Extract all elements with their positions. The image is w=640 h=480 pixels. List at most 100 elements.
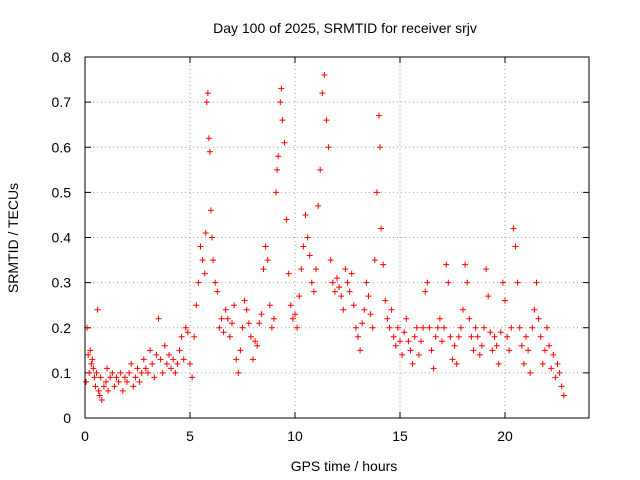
data-point — [325, 144, 332, 151]
data-point — [105, 387, 112, 394]
data-point — [485, 293, 492, 300]
data-point — [220, 329, 227, 336]
data-point — [327, 257, 334, 264]
data-point — [237, 347, 244, 354]
data-point — [172, 369, 179, 376]
data-point — [472, 324, 479, 331]
data-point — [155, 315, 162, 322]
data-point — [126, 369, 133, 376]
data-point — [212, 279, 219, 286]
y-tick-label: 0.5 — [52, 184, 72, 200]
data-point — [264, 257, 271, 264]
data-point — [443, 261, 450, 268]
data-point — [355, 333, 361, 340]
data-point — [180, 356, 187, 363]
data-point — [138, 369, 145, 376]
data-point — [308, 279, 315, 286]
data-point — [310, 288, 317, 295]
data-point — [384, 315, 391, 322]
data-point — [245, 320, 252, 327]
data-point — [273, 189, 280, 196]
data-point — [95, 387, 102, 394]
data-point — [281, 139, 288, 146]
data-point — [283, 216, 290, 223]
data-point — [292, 311, 298, 318]
data-point — [357, 347, 364, 354]
data-point — [100, 383, 107, 390]
data-point — [109, 369, 116, 376]
data-point — [151, 374, 158, 381]
data-point — [243, 306, 250, 313]
data-point — [222, 306, 229, 313]
data-point — [493, 342, 500, 349]
data-point — [113, 374, 120, 381]
data-point — [468, 333, 475, 340]
data-point — [413, 324, 420, 331]
data-point — [523, 333, 529, 340]
data-point — [250, 356, 256, 363]
data-point — [134, 365, 141, 372]
data-point — [104, 365, 111, 372]
data-point — [550, 351, 557, 358]
data-point — [300, 243, 307, 250]
data-point — [363, 279, 370, 286]
data-point — [304, 234, 311, 241]
data-point — [481, 324, 487, 331]
data-point — [313, 266, 319, 273]
data-point — [499, 279, 506, 286]
data-point — [208, 207, 214, 214]
data-point — [344, 279, 351, 286]
data-point — [201, 270, 208, 277]
data-point — [216, 324, 223, 331]
data-point — [392, 342, 399, 349]
data-point — [124, 378, 130, 385]
data-point — [98, 396, 105, 403]
data-point — [224, 315, 231, 322]
data-point — [436, 315, 443, 322]
data-point — [107, 374, 114, 381]
data-point — [560, 392, 567, 399]
data-point — [289, 315, 296, 322]
data-point — [86, 369, 93, 376]
data-point — [420, 324, 427, 331]
data-point — [287, 302, 294, 309]
data-point — [285, 270, 292, 277]
data-point — [140, 356, 147, 363]
data-point — [85, 351, 92, 358]
data-point — [527, 369, 534, 376]
data-point — [508, 324, 515, 331]
data-point — [279, 117, 286, 124]
data-point — [149, 360, 156, 367]
y-tick-label: 0.4 — [52, 230, 72, 246]
data-point — [531, 306, 538, 313]
data-point — [294, 324, 301, 331]
data-point — [525, 347, 532, 354]
plot-frame — [84, 56, 590, 419]
data-point — [117, 369, 124, 376]
data-point — [233, 356, 240, 363]
data-point — [399, 351, 406, 358]
data-point — [514, 279, 521, 286]
data-point — [535, 315, 542, 322]
data-point — [533, 279, 540, 286]
data-point — [495, 360, 502, 367]
data-point — [388, 306, 395, 313]
data-point — [428, 347, 435, 354]
data-point — [302, 211, 309, 218]
data-point — [195, 279, 202, 286]
data-point — [441, 324, 448, 331]
data-point — [274, 166, 281, 173]
data-point — [229, 320, 235, 327]
data-point — [409, 360, 416, 367]
data-point — [226, 333, 233, 340]
data-point — [401, 329, 408, 336]
data-point — [439, 338, 445, 345]
data-point — [544, 324, 550, 331]
data-point — [405, 338, 412, 345]
data-point — [96, 392, 103, 399]
data-point — [203, 99, 210, 106]
data-point — [386, 324, 393, 331]
data-point — [556, 369, 563, 376]
data-point — [260, 266, 267, 273]
